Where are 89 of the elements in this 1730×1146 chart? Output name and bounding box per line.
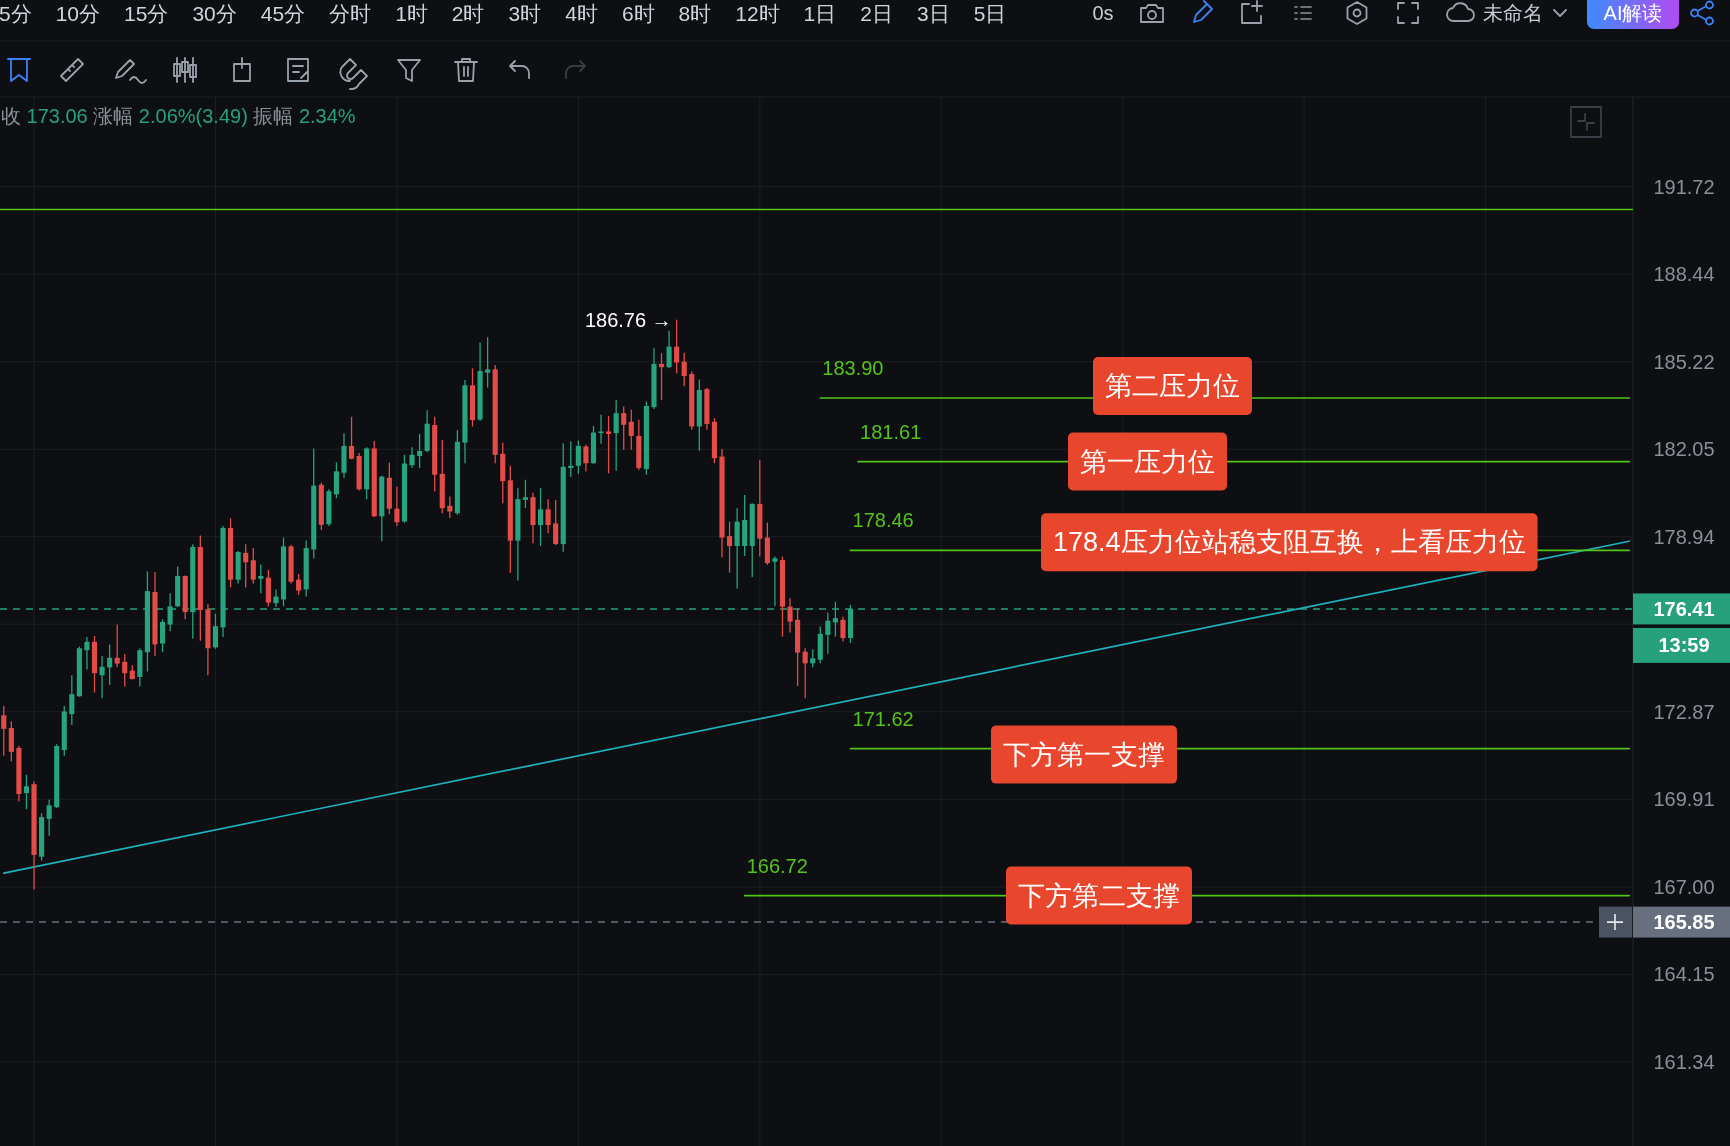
candlestick [787, 597, 793, 634]
annotation: 186.76 → [584, 308, 672, 331]
series-label: 第二压力位 [1105, 370, 1240, 401]
y-tick-label: 191.72 [1653, 175, 1715, 198]
text: 1日 [803, 1, 837, 25]
data-label: 181.61 [860, 420, 922, 443]
candlestick [681, 352, 687, 387]
candlestick [122, 653, 128, 688]
candlestick [69, 674, 75, 726]
series-label: 下方第二支撑 [1018, 880, 1180, 911]
text: 30分 [192, 1, 237, 25]
data-label: 171.62 [852, 707, 914, 730]
candlestick [212, 613, 219, 650]
candlestick [810, 648, 816, 669]
candlestick [250, 547, 256, 585]
candlestick [726, 521, 733, 574]
text: 45分 [260, 1, 306, 25]
candlestick [243, 543, 249, 589]
text: 12时 [735, 1, 780, 25]
y-tick-label: 178.94 [1653, 525, 1715, 548]
candlestick [522, 479, 528, 509]
candlestick [447, 495, 453, 519]
candlestick [840, 616, 846, 643]
candlestick [666, 330, 672, 369]
text: 6时 [621, 1, 655, 25]
y-tick-label: 188.44 [1653, 263, 1715, 286]
candlestick [825, 612, 831, 655]
candlestick [394, 486, 400, 527]
series-label: 下方第一支撑 [1003, 739, 1165, 770]
text: 2日 [860, 1, 893, 25]
y-tick-label: 182.05 [1653, 438, 1715, 461]
candlestick [545, 498, 551, 534]
text: 未命名 [1483, 2, 1543, 24]
text: 8时 [678, 1, 712, 25]
candlestick [1, 705, 7, 757]
candlestick [159, 618, 166, 653]
text: 分时 [329, 1, 372, 25]
candlestick [107, 643, 113, 686]
text: 4时 [565, 1, 598, 25]
candlestick [606, 415, 612, 474]
text: 10分 [55, 1, 101, 25]
candlestick [84, 636, 90, 671]
text: 0s [1092, 2, 1114, 24]
y-tick-label: 169.91 [1653, 788, 1715, 811]
candlestick [674, 319, 680, 374]
data-label: 166.72 [746, 854, 808, 877]
candlestick [613, 399, 619, 472]
candlestick [417, 433, 423, 469]
data-label: 183.90 [822, 356, 884, 379]
candlestick [802, 647, 808, 699]
series-label: 178.4压力位站稳支阻互换，上看压力位 [1053, 527, 1526, 558]
text: AI解读 [1603, 2, 1663, 24]
candlestick [537, 487, 544, 547]
candlestick [628, 409, 634, 451]
candlestick [23, 774, 30, 810]
candlestick [621, 405, 627, 451]
text: 5日 [973, 1, 1007, 25]
chart-subtitle: 收 173.06 涨幅 2.06%(3.49) 振幅 2.34% [1, 105, 356, 127]
y-tick-label: 164.15 [1653, 963, 1715, 986]
text: 5分 [0, 1, 32, 25]
y-tick-label: 167.00 [1653, 876, 1715, 899]
text: 2时 [451, 1, 485, 25]
text: 15分 [124, 1, 169, 25]
candlestick [8, 720, 14, 762]
data-label: 178.46 [852, 509, 914, 532]
text: 13:59 [1658, 634, 1710, 657]
candlestick [99, 655, 105, 699]
ref-line-label: 176.41 [1653, 597, 1715, 620]
candlestick [772, 555, 778, 607]
candlestick [296, 573, 302, 596]
text: 3时 [508, 1, 542, 25]
candlestick [409, 446, 415, 469]
y-tick-label: 161.34 [1653, 1050, 1715, 1073]
candlestick [348, 416, 355, 460]
candlestick [583, 444, 589, 473]
candlestick [114, 623, 120, 669]
candlestick [553, 499, 559, 546]
candlestick [333, 461, 339, 499]
candlestick [258, 563, 264, 594]
y-tick-label: 172.87 [1653, 700, 1715, 723]
text: 1时 [395, 1, 428, 25]
candlestick [598, 414, 604, 445]
text: 3日 [916, 1, 950, 25]
series-label: 第一压力位 [1080, 446, 1215, 477]
y-tick-label: 185.22 [1653, 350, 1715, 373]
candlestick [485, 336, 491, 389]
ref-line-label: 165.85 [1653, 911, 1715, 934]
candlestick [46, 799, 52, 837]
candlestick [575, 439, 581, 475]
